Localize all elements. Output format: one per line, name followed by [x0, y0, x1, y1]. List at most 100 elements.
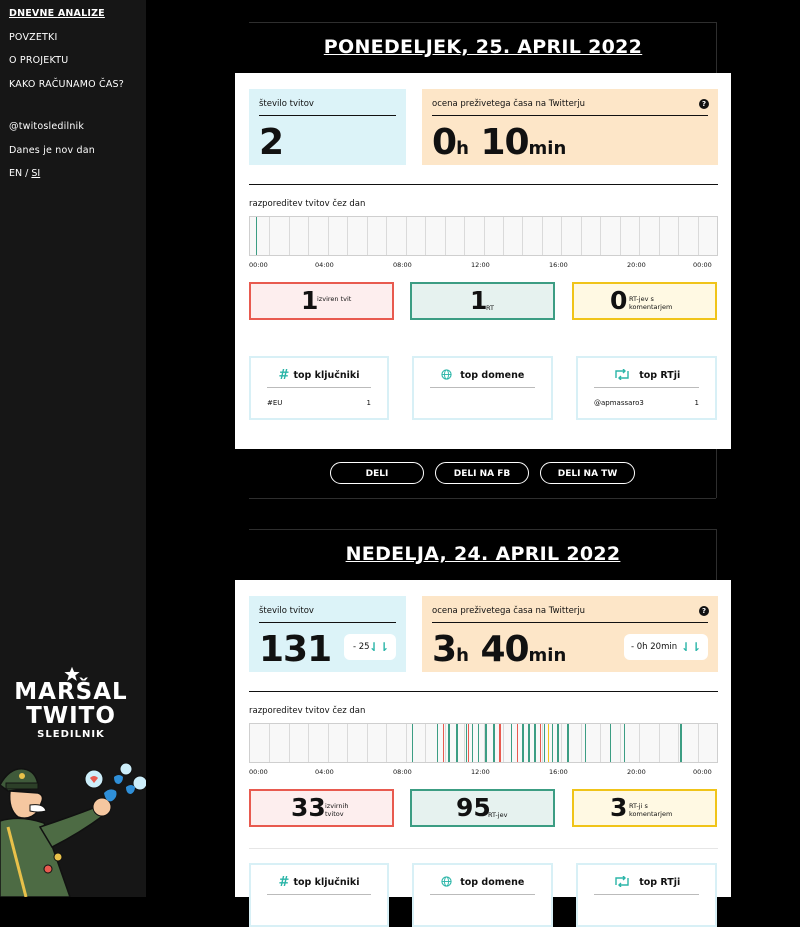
hour-gridline [600, 217, 602, 255]
axis-tick: 00:00 [693, 261, 712, 269]
day-title-1[interactable]: PONEDELJEK, 25. APRIL 2022 [323, 36, 643, 58]
tweet-tick [539, 724, 542, 762]
lang-si-link[interactable]: SI [31, 168, 41, 179]
globe-icon [441, 368, 457, 383]
count-desc: RT-jev s komentarjem [629, 295, 673, 311]
tweet-tick [623, 724, 626, 762]
marshal-mascot-illustration [0, 762, 146, 897]
time-estimate-label: ocena preživetega časa na Twitterju [432, 606, 586, 616]
time-estimate-value: 3h 40min [432, 630, 566, 676]
top-hashtag-row[interactable]: #EU 1 [267, 399, 371, 407]
axis-tick: 16:00 [549, 768, 568, 776]
time-hours: 3 [432, 629, 457, 670]
down-arrow-icon: ⇃⇂ [680, 640, 701, 654]
top-retweets-title: top RTji [639, 370, 681, 381]
day-card-2: število tvitov 131 - 25 ⇃⇂ ocena prežive… [235, 580, 731, 927]
tweet-tick [680, 724, 682, 762]
minutes-unit: min [528, 645, 567, 666]
tweet-tick [567, 724, 569, 762]
hour-gridline [347, 724, 349, 762]
top-retweet-row[interactable]: @apmassaro3 1 [594, 399, 699, 407]
tweet-count-delta: - 25 ⇃⇂ [344, 634, 396, 660]
tweet-tick [609, 724, 612, 762]
count-value: 33 [291, 793, 326, 822]
axis-tick: 00:00 [249, 768, 268, 776]
hour-gridline [425, 724, 427, 762]
tweet-tick [493, 724, 495, 762]
hour-gridline [347, 217, 349, 255]
tweet-count-panel: število tvitov 131 - 25 ⇃⇂ [249, 596, 406, 672]
hour-gridline [444, 724, 446, 762]
top-hashtags-title: top ključniki [293, 877, 360, 888]
nav-dnevne-analize[interactable]: DNEVNE ANALIZE [9, 8, 105, 19]
hour-gridline [502, 724, 504, 762]
hour-gridline [561, 217, 563, 255]
hour-gridline [619, 724, 621, 762]
distribution-label: razporeditev tvitov čez dan [249, 706, 366, 716]
quote-retweets-count: 3 RT-ji s komentarjem [572, 789, 717, 827]
hour-gridline [386, 217, 388, 255]
top-hashtags-title: top ključniki [293, 370, 360, 381]
tweet-count-panel: število tvitov 2 [249, 89, 406, 165]
hour-gridline [327, 724, 329, 762]
lang-en-link[interactable]: EN [9, 168, 23, 179]
hour-gridline [678, 217, 680, 255]
retweet-count: 1 [694, 399, 699, 407]
tweet-tick [547, 724, 550, 762]
tweet-tick [448, 724, 450, 762]
time-estimate-value: 0h 10min [432, 123, 566, 169]
tweet-tick [534, 724, 536, 762]
share-tw-button[interactable]: DELI NA TW [540, 462, 635, 484]
time-estimate-panel: ocena preživetega časa na Twitterju ? 0h… [422, 89, 718, 165]
count-desc: izvirnih tvitov [325, 802, 349, 818]
nav-o-projektu[interactable]: O PROJEKTU [9, 55, 69, 66]
tweet-tick [471, 724, 474, 762]
frame-right-line-1 [716, 22, 717, 73]
share-button[interactable]: DELI [330, 462, 424, 484]
hour-gridline [678, 724, 680, 762]
hour-gridline [464, 724, 466, 762]
top-hashtags-panel: # top ključniki [249, 863, 389, 927]
tweet-tick [467, 724, 470, 762]
time-minutes: 10 [480, 122, 529, 163]
count-value: 0 [610, 286, 628, 315]
help-icon[interactable]: ? [699, 606, 709, 616]
hashtag-name: #EU [267, 399, 283, 407]
retweet-icon [613, 875, 636, 890]
hour-gridline [658, 217, 660, 255]
top-hashtags-panel: # top ključniki #EU 1 [249, 356, 389, 420]
tweet-count-value: 131 [259, 629, 332, 670]
hour-gridline [464, 217, 466, 255]
hour-gridline [522, 217, 524, 255]
section-divider [249, 691, 718, 692]
distribution-label: razporeditev tvitov čez dan [249, 199, 366, 209]
hour-gridline [425, 217, 427, 255]
hour-gridline [639, 724, 641, 762]
nav-kako-racunamo[interactable]: KAKO RAČUNAMO ČAS? [9, 78, 125, 90]
help-icon[interactable]: ? [699, 99, 709, 109]
hour-gridline [366, 724, 368, 762]
axis-tick: 08:00 [393, 261, 412, 269]
count-value: 3 [610, 793, 628, 822]
hour-gridline [541, 217, 543, 255]
section-divider [249, 848, 718, 849]
twitter-handle-link[interactable]: @twitosledilnik [9, 121, 85, 132]
retweets-count: 1 RT [410, 282, 555, 320]
top-retweets-panel: top RTji @apmassaro3 1 [576, 356, 717, 420]
day-title-2[interactable]: NEDELJA, 24. APRIL 2022 [345, 543, 621, 565]
hour-gridline [502, 217, 504, 255]
frame-top-line-1 [249, 22, 716, 23]
language-switch: EN / SI [9, 168, 124, 179]
axis-tick: 04:00 [315, 261, 334, 269]
tweet-tick [528, 724, 530, 762]
hour-gridline [288, 217, 290, 255]
tweet-tick [465, 724, 468, 762]
tweet-tick [522, 724, 524, 762]
hour-gridline [541, 724, 543, 762]
share-fb-button[interactable]: DELI NA FB [435, 462, 529, 484]
frame-right-line-2 [716, 529, 717, 580]
logo-line-3: SLEDILNIK [37, 729, 105, 740]
nav-povzetki[interactable]: POVZETKI [9, 31, 58, 43]
hours-unit: h [456, 645, 469, 666]
hour-gridline [483, 217, 485, 255]
